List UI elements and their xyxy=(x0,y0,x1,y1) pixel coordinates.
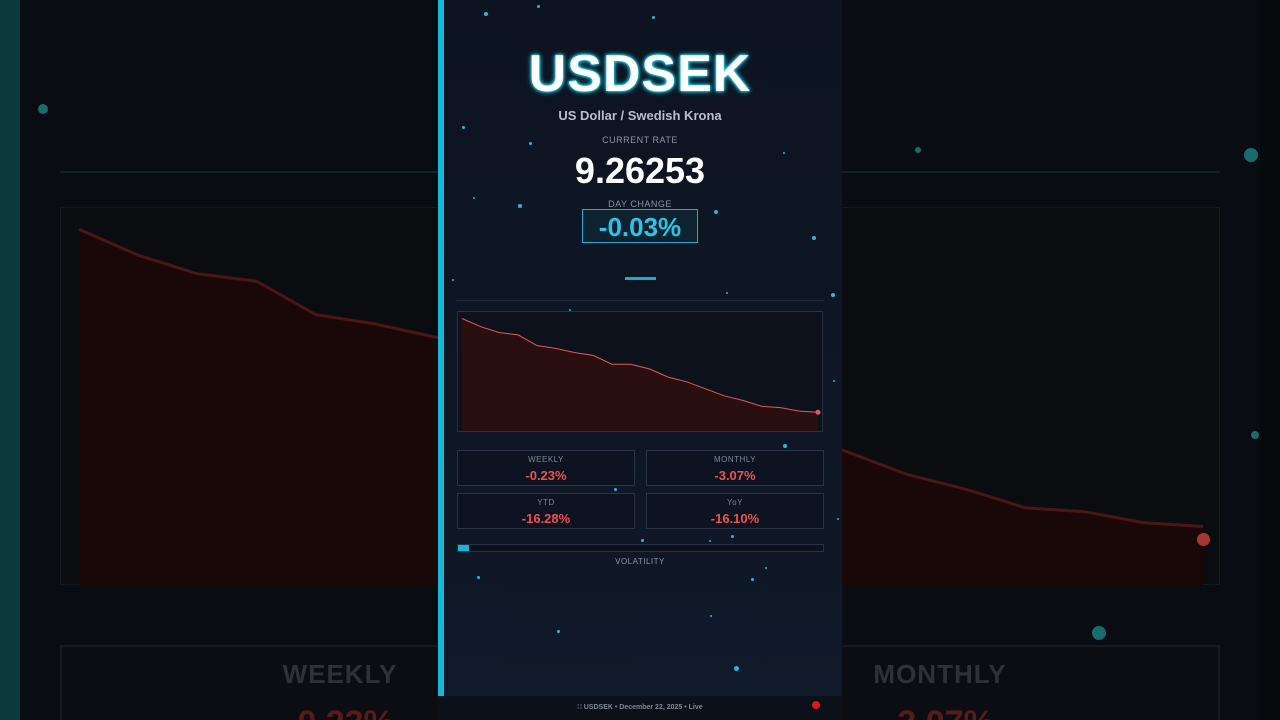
particle xyxy=(726,292,728,294)
current-rate-label: CURRENT RATE xyxy=(602,135,678,145)
particle xyxy=(537,5,540,8)
main-chart-area xyxy=(462,318,818,431)
particle xyxy=(731,535,734,538)
background-chart-endpoint xyxy=(1197,533,1210,546)
background-accent-strip xyxy=(0,0,20,720)
stat-label: MONTHLY xyxy=(713,455,757,464)
day-change-label: DAY CHANGE xyxy=(608,199,672,209)
particle xyxy=(473,197,475,199)
current-rate-value: 9.26253 xyxy=(574,150,706,191)
particle xyxy=(452,279,454,281)
particle xyxy=(831,293,835,297)
particle xyxy=(557,630,560,633)
particle xyxy=(518,204,522,208)
pair-symbol: USDSEK xyxy=(528,45,752,103)
stat-card-yoy: YoY -16.10% xyxy=(646,493,824,529)
stat-value: -3.07% xyxy=(714,468,756,483)
background-particle xyxy=(915,147,921,153)
particle xyxy=(783,152,785,154)
background-particle xyxy=(1251,431,1259,439)
particle xyxy=(734,666,739,671)
particle xyxy=(751,578,754,581)
background-particle xyxy=(1244,148,1258,162)
background-card-label: WEEKLY xyxy=(282,659,398,689)
stat-value: -16.28% xyxy=(521,511,571,526)
background-card-value: -3.07% xyxy=(662,704,1218,720)
particle xyxy=(812,236,816,240)
stat-label: YoY xyxy=(727,498,743,507)
section-divider xyxy=(456,300,824,301)
stat-card-weekly: WEEKLY -0.23% xyxy=(457,450,635,486)
main-chart-line xyxy=(461,318,819,413)
background-card-label: MONTHLY xyxy=(873,659,1007,689)
accent-bar xyxy=(438,0,444,696)
background-particle xyxy=(1092,626,1106,640)
live-indicator-dot xyxy=(812,701,820,709)
background-particle xyxy=(38,104,48,114)
stat-value: -16.10% xyxy=(710,511,760,526)
particle xyxy=(710,615,712,617)
pair-name: US Dollar / Swedish Krona xyxy=(558,108,722,123)
particle xyxy=(641,539,644,542)
stat-value: -0.23% xyxy=(525,468,567,483)
footer-bar: ∷ USDSEK • December 22, 2025 • Live xyxy=(438,696,842,720)
stat-card-monthly: MONTHLY -3.07% xyxy=(646,450,824,486)
particle xyxy=(569,309,571,311)
background-card-value: -0.23% xyxy=(62,704,618,720)
particle xyxy=(484,12,488,16)
particle xyxy=(652,16,655,19)
price-chart-svg xyxy=(461,318,821,431)
particle xyxy=(529,142,532,145)
particle xyxy=(714,210,718,214)
footer-text: ∷ USDSEK • December 22, 2025 • Live xyxy=(577,704,703,711)
volatility-label: VOLATILITY xyxy=(615,557,665,566)
stat-label: YTD xyxy=(537,498,555,507)
main-chart-endpoint xyxy=(815,409,821,415)
particle xyxy=(462,126,465,129)
particle xyxy=(614,488,617,491)
particle xyxy=(783,444,787,448)
particle xyxy=(477,576,480,579)
day-change-value: -0.03% xyxy=(582,209,698,243)
volatility-fill xyxy=(458,545,469,551)
particle xyxy=(833,380,835,382)
stat-label: WEEKLY xyxy=(528,455,564,464)
forex-card-panel: USDSEK US Dollar / Swedish Krona CURRENT… xyxy=(438,0,842,720)
particle xyxy=(837,518,839,520)
section-dash xyxy=(625,277,656,280)
particle xyxy=(765,567,767,569)
particle xyxy=(709,540,711,542)
stat-card-ytd: YTD -16.28% xyxy=(457,493,635,529)
price-chart xyxy=(457,311,823,432)
volatility-bar xyxy=(457,544,824,552)
